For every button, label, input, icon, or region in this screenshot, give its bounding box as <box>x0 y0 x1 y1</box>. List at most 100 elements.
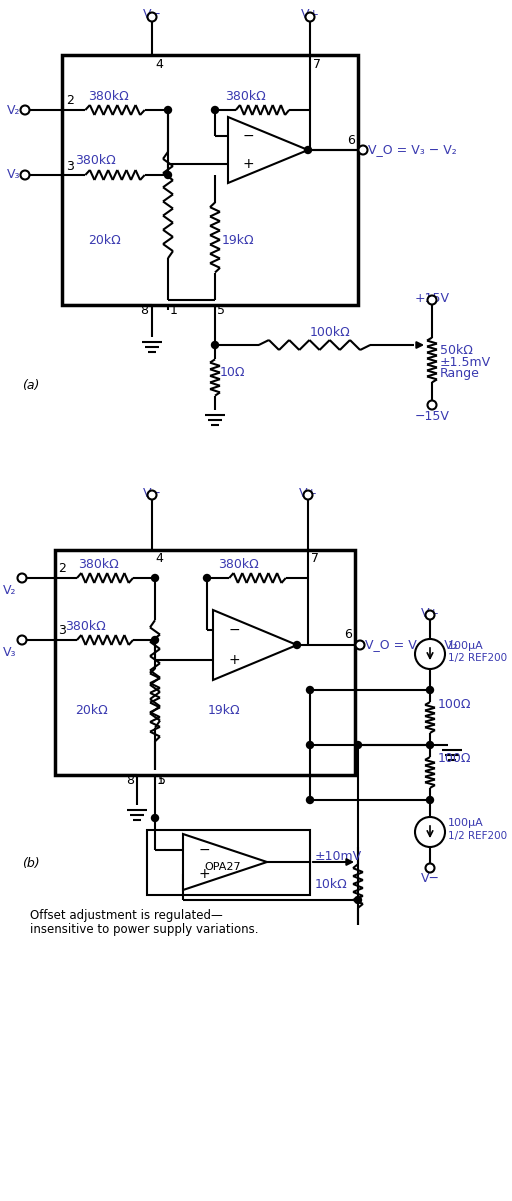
Bar <box>62 55 358 305</box>
Text: 20kΩ: 20kΩ <box>88 233 121 246</box>
Circle shape <box>307 687 313 693</box>
Text: 10Ω: 10Ω <box>220 366 245 380</box>
Text: insensitive to power supply variations.: insensitive to power supply variations. <box>30 922 259 936</box>
Text: 380kΩ: 380kΩ <box>88 90 129 102</box>
Text: V_O = V₃  − V₂: V_O = V₃ − V₂ <box>365 639 458 651</box>
Circle shape <box>17 574 27 582</box>
Text: 19kΩ: 19kΩ <box>222 233 254 246</box>
Text: ±1.5mV: ±1.5mV <box>440 355 491 369</box>
Text: (a): (a) <box>22 378 39 392</box>
Circle shape <box>426 687 434 693</box>
Text: 1/2 REF200: 1/2 REF200 <box>448 831 507 841</box>
Text: 1/2 REF200: 1/2 REF200 <box>448 653 507 663</box>
Text: 100kΩ: 100kΩ <box>310 327 351 340</box>
Text: 2: 2 <box>66 95 74 108</box>
Text: −: − <box>198 843 210 858</box>
Text: Offset adjustment is regulated—: Offset adjustment is regulated— <box>30 908 223 921</box>
Text: 50kΩ: 50kΩ <box>440 343 473 357</box>
Text: 380kΩ: 380kΩ <box>218 557 259 570</box>
Text: V₂: V₂ <box>3 584 17 597</box>
Circle shape <box>426 796 434 803</box>
Text: 380kΩ: 380kΩ <box>65 620 106 633</box>
Circle shape <box>211 107 219 114</box>
Text: 20kΩ: 20kΩ <box>75 704 108 717</box>
Circle shape <box>415 639 445 669</box>
Text: Range: Range <box>440 368 480 381</box>
Text: +: + <box>198 867 210 880</box>
Polygon shape <box>228 116 308 183</box>
Text: 100Ω: 100Ω <box>438 699 472 711</box>
Text: V₃: V₃ <box>7 168 21 181</box>
Text: 380kΩ: 380kΩ <box>75 155 116 167</box>
Text: −: − <box>228 623 240 638</box>
Text: 3: 3 <box>66 160 74 173</box>
Text: 2: 2 <box>58 562 66 574</box>
Text: +: + <box>228 652 240 667</box>
Circle shape <box>164 172 172 179</box>
Text: OPA27: OPA27 <box>205 862 241 872</box>
Circle shape <box>425 864 435 872</box>
Circle shape <box>307 741 313 748</box>
Circle shape <box>354 741 361 748</box>
Text: V₃: V₃ <box>3 645 17 658</box>
Circle shape <box>306 12 314 22</box>
Text: 3: 3 <box>58 623 66 637</box>
Circle shape <box>152 637 159 644</box>
Text: 4: 4 <box>155 59 163 72</box>
Text: 6: 6 <box>347 133 355 147</box>
Text: 1: 1 <box>157 773 165 787</box>
Text: V+: V+ <box>420 607 440 620</box>
Circle shape <box>164 107 172 114</box>
Text: V−: V− <box>142 8 161 20</box>
Text: 8: 8 <box>126 773 134 787</box>
Text: 100µA: 100µA <box>448 818 484 827</box>
Text: 1: 1 <box>170 304 178 317</box>
Circle shape <box>203 574 210 581</box>
Text: 100µA: 100µA <box>448 641 484 651</box>
Text: 5: 5 <box>217 304 225 317</box>
Text: 8: 8 <box>140 304 148 317</box>
Circle shape <box>17 635 27 645</box>
Circle shape <box>293 641 301 649</box>
Bar <box>55 550 355 775</box>
Circle shape <box>428 400 437 410</box>
Text: V_O = V₃ − V₂: V_O = V₃ − V₂ <box>368 143 457 156</box>
Text: +: + <box>242 157 254 171</box>
Text: 7: 7 <box>313 59 321 72</box>
Text: 4: 4 <box>155 552 163 566</box>
Bar <box>147 830 310 895</box>
Circle shape <box>20 106 30 114</box>
Text: 380kΩ: 380kΩ <box>78 557 119 570</box>
Text: V+: V+ <box>298 486 317 500</box>
Text: +15V: +15V <box>415 292 450 305</box>
Polygon shape <box>213 610 297 680</box>
Text: V₂: V₂ <box>7 103 21 116</box>
Text: ±10mV: ±10mV <box>315 850 362 864</box>
Text: 380kΩ: 380kΩ <box>225 90 266 102</box>
Circle shape <box>415 817 445 847</box>
Circle shape <box>305 147 311 154</box>
Text: 6: 6 <box>344 628 352 641</box>
Text: V−: V− <box>420 872 439 884</box>
Circle shape <box>428 295 437 305</box>
Circle shape <box>358 145 368 155</box>
Circle shape <box>147 490 157 500</box>
Circle shape <box>211 341 219 348</box>
Text: 7: 7 <box>311 552 319 566</box>
Circle shape <box>147 12 157 22</box>
Text: 100Ω: 100Ω <box>438 752 472 765</box>
Text: 19kΩ: 19kΩ <box>208 704 241 717</box>
Text: V+: V+ <box>301 8 319 20</box>
Circle shape <box>426 741 434 748</box>
Circle shape <box>152 574 159 581</box>
Circle shape <box>425 610 435 620</box>
Circle shape <box>354 896 361 903</box>
Polygon shape <box>183 833 267 890</box>
Text: −15V: −15V <box>415 411 450 424</box>
Circle shape <box>20 171 30 179</box>
Text: 5: 5 <box>158 773 166 787</box>
Text: V−: V− <box>142 486 161 500</box>
Circle shape <box>152 814 159 821</box>
Circle shape <box>304 490 312 500</box>
Circle shape <box>307 796 313 803</box>
